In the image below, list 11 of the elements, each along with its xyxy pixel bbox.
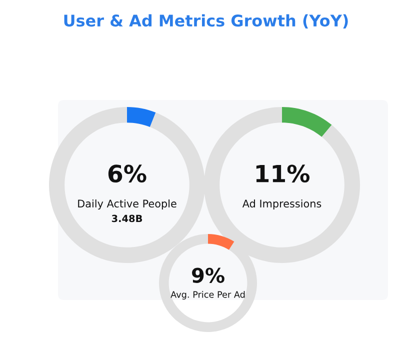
data-label: 11% <box>256 164 310 182</box>
text: Avg. Price Per Ad <box>170 290 245 300</box>
donut-slice <box>282 107 332 137</box>
chart-title: User & Ad Metrics Growth (YoY) <box>64 14 348 29</box>
text: Daily Active People <box>78 199 176 210</box>
text: 3.48B <box>112 214 142 222</box>
donut-slice <box>208 234 234 250</box>
text: Ad Impressions <box>242 199 322 210</box>
data-label: 6% <box>108 164 146 182</box>
data-label: 9% <box>192 268 224 283</box>
donut-slice <box>127 107 156 127</box>
